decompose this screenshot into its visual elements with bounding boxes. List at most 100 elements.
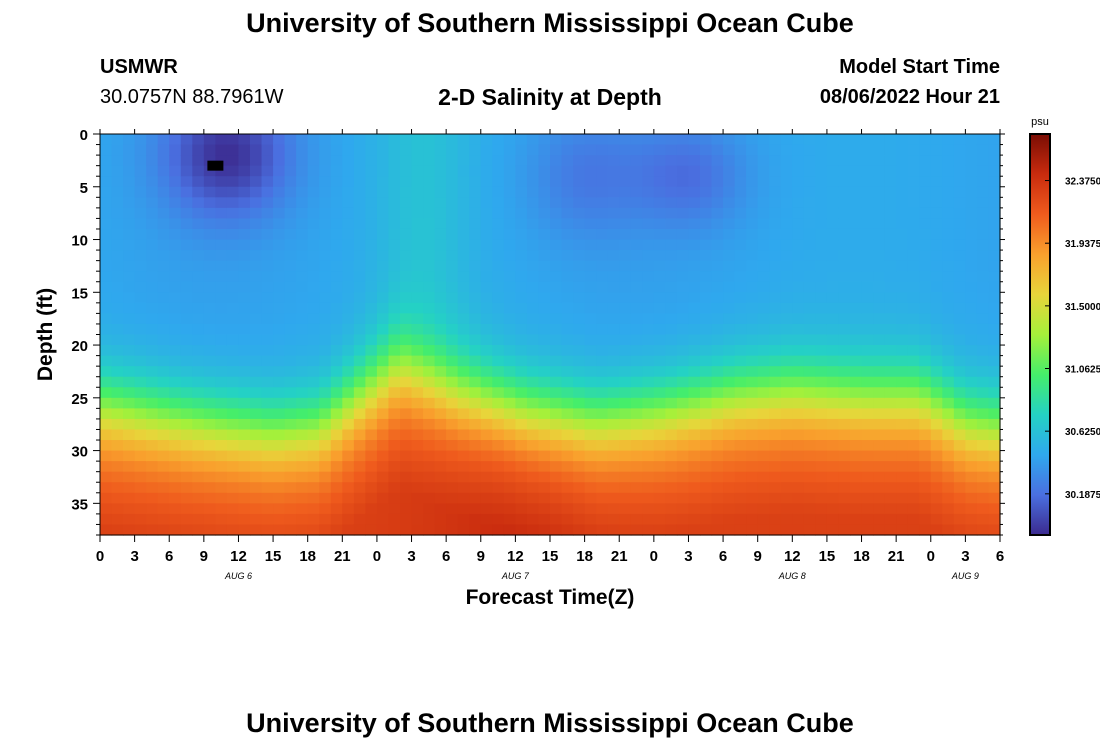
- heatmap-cell: [815, 313, 828, 325]
- heatmap-cell: [734, 482, 747, 494]
- heatmap-cell: [180, 186, 193, 198]
- heatmap-cell: [838, 482, 851, 494]
- heatmap-cell: [146, 345, 159, 357]
- heatmap-cell: [838, 429, 851, 441]
- heatmap-cell: [965, 461, 978, 473]
- heatmap-cell: [642, 355, 655, 367]
- heatmap-cell: [676, 345, 690, 357]
- heatmap-cell: [861, 513, 874, 526]
- heatmap-cell: [296, 408, 309, 420]
- heatmap-cell: [596, 144, 609, 156]
- heatmap-cell: [688, 440, 701, 452]
- heatmap-cell: [780, 524, 793, 536]
- heatmap-cell: [896, 524, 909, 536]
- heatmap-cell: [353, 440, 366, 452]
- heatmap-cell: [734, 492, 747, 504]
- heatmap-cell: [365, 513, 378, 526]
- heatmap-cell: [111, 218, 124, 230]
- heatmap-cell: [446, 313, 459, 325]
- heatmap-cell: [700, 450, 713, 462]
- heatmap-cell: [284, 292, 297, 304]
- heatmap-cell: [434, 513, 447, 526]
- heatmap-cell: [457, 207, 470, 220]
- heatmap-cell: [503, 186, 516, 198]
- heatmap-cell: [192, 313, 205, 325]
- heatmap-cell: [503, 429, 516, 441]
- heatmap-cell: [388, 239, 401, 251]
- heatmap-cell: [469, 260, 482, 272]
- heatmap-cell: [988, 524, 1001, 536]
- heatmap-cell: [665, 260, 678, 272]
- heatmap-cell: [676, 450, 690, 462]
- heatmap-cell: [780, 292, 793, 304]
- heatmap-cell: [192, 376, 205, 388]
- heatmap-cell: [665, 239, 678, 251]
- heatmap-cell: [676, 503, 690, 515]
- heatmap-cell: [573, 461, 586, 473]
- heatmap-cell: [734, 176, 747, 188]
- heatmap-cell: [307, 387, 320, 399]
- heatmap-cell: [700, 345, 713, 357]
- heatmap-cell: [503, 144, 516, 156]
- heatmap-cell: [480, 134, 493, 146]
- heatmap-cell: [226, 366, 240, 378]
- heatmap-cell: [353, 513, 366, 526]
- heatmap-cell: [134, 207, 147, 220]
- heatmap-cell: [584, 376, 597, 388]
- heatmap-cell: [988, 176, 1001, 188]
- heatmap-cell: [319, 165, 332, 177]
- heatmap-cell: [250, 482, 263, 494]
- heatmap-cell: [861, 524, 874, 536]
- heatmap-cell: [861, 271, 874, 283]
- heatmap-cell: [388, 134, 401, 146]
- heatmap-cell: [826, 134, 840, 146]
- heatmap-cell: [803, 302, 816, 314]
- heatmap-cell: [250, 323, 263, 336]
- heatmap-cell: [907, 313, 920, 325]
- heatmap-cell: [515, 503, 528, 515]
- colorbar-tick-label: 32.3750: [1065, 177, 1100, 188]
- heatmap-cell: [250, 239, 263, 251]
- heatmap-cell: [180, 429, 193, 441]
- heatmap-cell: [423, 429, 436, 441]
- heatmap-cell: [307, 397, 320, 409]
- heatmap-cell: [123, 313, 136, 325]
- heatmap-cell: [653, 323, 666, 336]
- heatmap-cell: [746, 323, 759, 336]
- heatmap-cell: [596, 482, 609, 494]
- heatmap-cell: [400, 207, 413, 220]
- heatmap-cell: [123, 186, 136, 198]
- heatmap-cell: [665, 302, 678, 314]
- y-tick-label: 0: [80, 127, 88, 144]
- heatmap-cell: [457, 376, 470, 388]
- heatmap-cell: [607, 334, 620, 346]
- heatmap-cell: [665, 271, 678, 283]
- heatmap-cell: [976, 155, 990, 167]
- heatmap-cell: [503, 461, 516, 473]
- heatmap-cell: [411, 408, 424, 420]
- heatmap-cell: [457, 524, 470, 536]
- heatmap-cell: [676, 302, 690, 314]
- heatmap-cell: [319, 271, 332, 283]
- heatmap-cell: [896, 492, 909, 504]
- heatmap-cell: [146, 186, 159, 198]
- heatmap-cell: [238, 492, 251, 504]
- heatmap-cell: [330, 482, 343, 494]
- heatmap-cell: [734, 197, 747, 209]
- heatmap-cell: [769, 260, 782, 272]
- heatmap-cell: [723, 524, 736, 536]
- heatmap-cell: [169, 513, 182, 526]
- heatmap-cell: [100, 366, 113, 378]
- heatmap-cell: [319, 218, 332, 230]
- heatmap-cell: [250, 260, 263, 272]
- heatmap-cell: [561, 302, 574, 314]
- heatmap-cell: [469, 524, 482, 536]
- heatmap-cell: [873, 513, 886, 526]
- heatmap-cell: [261, 334, 274, 346]
- heatmap-cell: [688, 345, 701, 357]
- heatmap-cell: [919, 387, 932, 399]
- heatmap-cell: [446, 376, 459, 388]
- heatmap-cell: [930, 260, 943, 272]
- heatmap-cell: [619, 134, 632, 146]
- heatmap-cell: [792, 397, 805, 409]
